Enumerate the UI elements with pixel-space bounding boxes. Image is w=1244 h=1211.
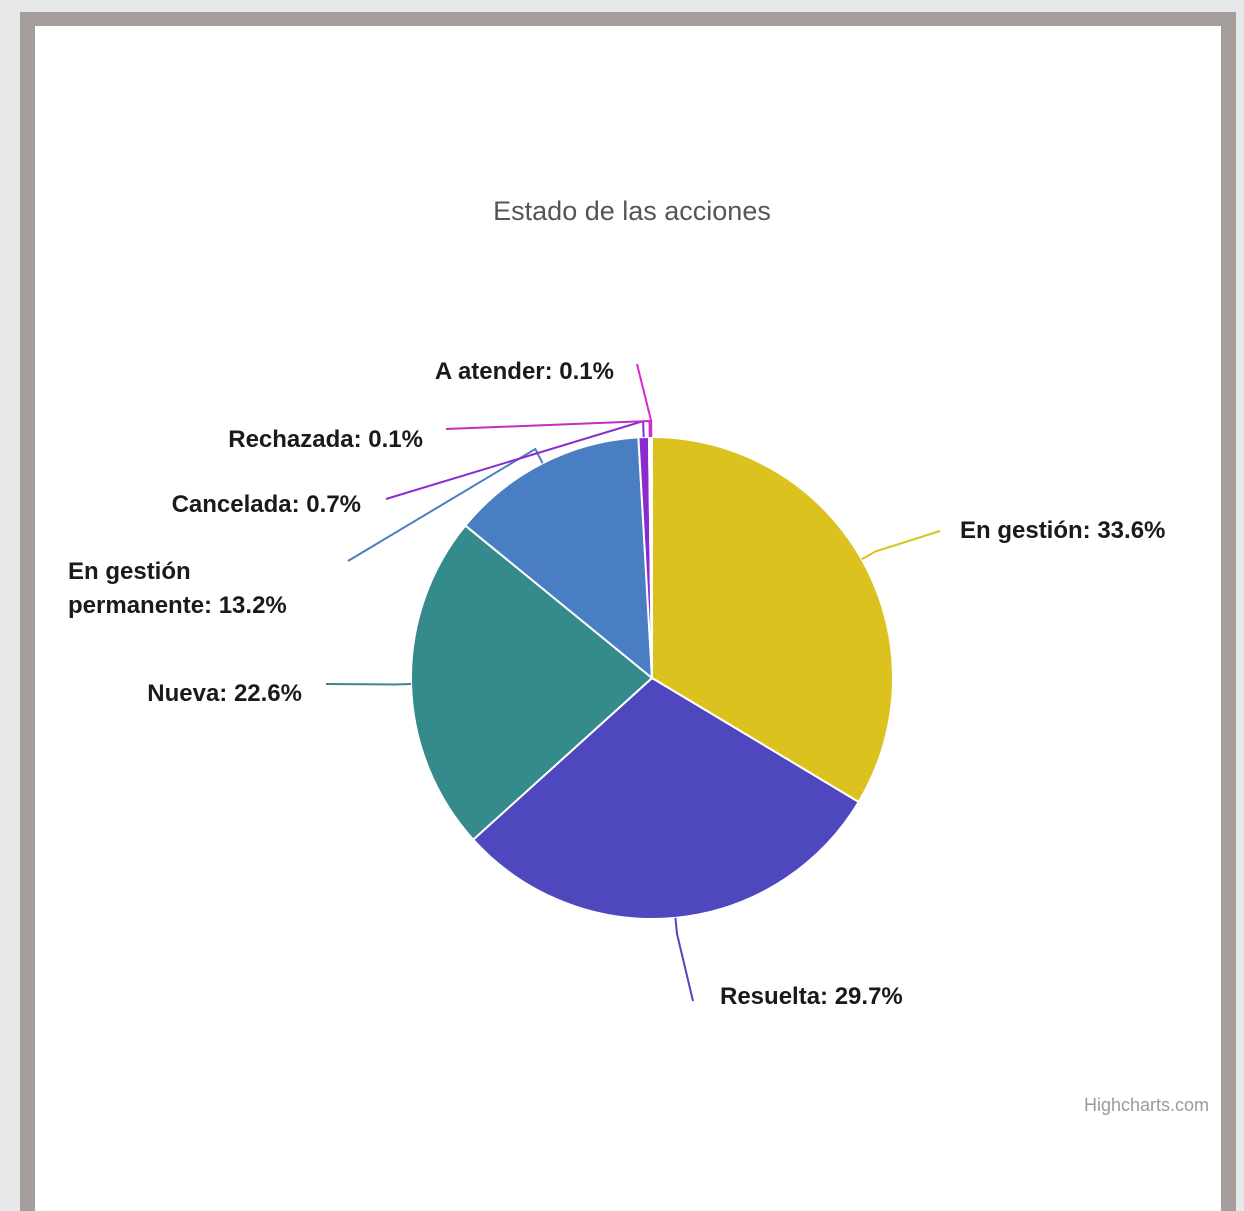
label-nueva: Nueva: 22.6% bbox=[147, 680, 302, 707]
pie-slices bbox=[410, 435, 894, 920]
label-resuelta: Resuelta: 29.7% bbox=[720, 983, 903, 1010]
label-rechazada: Rechazada: 0.1% bbox=[228, 426, 423, 453]
pie-chart: Estado de las acciones En gestión: 33.6%… bbox=[68, 196, 1209, 1115]
label-en-gestion: En gestión: 33.6% bbox=[960, 517, 1165, 544]
connector-en-gestion bbox=[861, 530, 941, 561]
label-cancelada: Cancelada: 0.7% bbox=[172, 491, 361, 518]
label-a-atender: A atender: 0.1% bbox=[435, 358, 614, 385]
connector-a-atender bbox=[636, 363, 653, 438]
pie-slice-a-atender[interactable] bbox=[649, 435, 653, 679]
connector-resuelta bbox=[674, 917, 694, 1002]
label-en-gestion-permanente-line2: permanente: 13.2% bbox=[68, 592, 287, 619]
highcharts-credit[interactable]: Highcharts.com bbox=[1084, 1095, 1209, 1115]
connector-en-gestion-permanente bbox=[347, 447, 544, 562]
label-en-gestion-permanente-line1: En gestión bbox=[68, 558, 191, 585]
label-connectors bbox=[325, 363, 941, 1002]
pie-slice-en-gestion-permanente[interactable] bbox=[463, 436, 654, 681]
connector-rechazada bbox=[445, 419, 651, 438]
chart-frame: Estado de las acciones En gestión: 33.6%… bbox=[20, 12, 1236, 1211]
chart-title: Estado de las acciones bbox=[493, 196, 771, 226]
pie-slice-nueva[interactable] bbox=[410, 524, 654, 842]
chart-panel: Estado de las acciones En gestión: 33.6%… bbox=[35, 26, 1221, 1211]
pie-slice-resuelta[interactable] bbox=[471, 676, 861, 920]
